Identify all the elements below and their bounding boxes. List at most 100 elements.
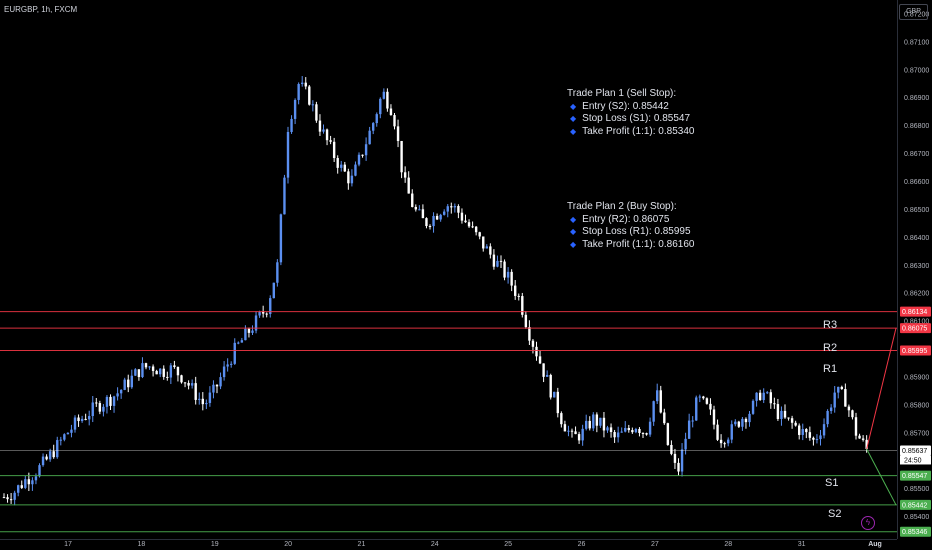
candle-body bbox=[538, 356, 542, 364]
candle-body bbox=[609, 427, 613, 433]
level-label-r3: R3 bbox=[823, 319, 838, 331]
candle-body bbox=[638, 429, 641, 433]
lightning-icon[interactable]: ϟ bbox=[861, 516, 875, 530]
candle-body bbox=[400, 140, 403, 173]
currency-button[interactable]: GBP bbox=[899, 4, 928, 20]
candle-body bbox=[283, 177, 286, 215]
candle-body bbox=[77, 417, 80, 422]
candle-body bbox=[354, 164, 357, 176]
price-tag-label: 0.85346 bbox=[902, 529, 927, 536]
projection-line bbox=[866, 328, 897, 450]
candle-body bbox=[499, 260, 503, 262]
candle-body bbox=[453, 206, 457, 208]
price-tag-label: 0.85637 bbox=[902, 448, 927, 455]
candle-body bbox=[489, 246, 492, 255]
candle-body bbox=[130, 375, 133, 388]
candle-body bbox=[137, 369, 141, 378]
y-tick-label: 0.86200 bbox=[904, 291, 929, 298]
trade-plan-1: Trade Plan 1 (Sell Stop): ◆ Entry (S2): 0… bbox=[567, 88, 694, 138]
candle-body bbox=[492, 254, 496, 267]
x-tick-label: 19 bbox=[211, 541, 219, 548]
candle-body bbox=[606, 427, 609, 431]
trade-plan-2-title: Trade Plan 2 (Buy Stop): bbox=[567, 201, 677, 212]
trade-plan-2: Trade Plan 2 (Buy Stop): ◆ Entry (R2): 0.… bbox=[567, 201, 694, 251]
candle-body bbox=[379, 98, 382, 115]
price-tag bbox=[900, 345, 931, 356]
candle-body bbox=[169, 365, 173, 378]
candle-body bbox=[91, 402, 94, 417]
price-tag bbox=[900, 499, 931, 510]
candle-body bbox=[70, 429, 73, 433]
y-tick-label: 0.87000 bbox=[904, 67, 929, 74]
candle-body bbox=[528, 327, 531, 341]
price-tag bbox=[900, 323, 931, 334]
candle-body bbox=[180, 375, 183, 383]
candle-body bbox=[773, 403, 776, 405]
candle-body bbox=[783, 410, 787, 418]
candle-body bbox=[812, 437, 815, 440]
trade-plan-2-stop-loss: ◆ Stop Loss (R1): 0.85995 bbox=[570, 226, 691, 237]
candle-body bbox=[162, 368, 165, 377]
x-tick-label: 25 bbox=[504, 541, 512, 548]
candle-body bbox=[38, 465, 41, 477]
candle-body bbox=[407, 177, 410, 194]
candle-body bbox=[343, 164, 346, 172]
candle-body bbox=[311, 104, 315, 106]
bullet-icon: ◆ bbox=[570, 114, 577, 123]
candle-body bbox=[641, 432, 645, 434]
candle-body bbox=[134, 369, 137, 376]
candle-body bbox=[663, 412, 666, 424]
candle-body bbox=[460, 212, 464, 221]
candle-body bbox=[59, 439, 62, 441]
candle-body bbox=[503, 261, 506, 278]
candle-body bbox=[691, 420, 694, 422]
candle-body bbox=[680, 449, 684, 472]
candle-body bbox=[201, 398, 204, 405]
candle-body bbox=[599, 417, 602, 426]
candle-body bbox=[45, 456, 48, 460]
candle-body bbox=[435, 215, 439, 220]
candle-body bbox=[205, 402, 208, 405]
level-label-r1: R1 bbox=[823, 363, 838, 375]
candle-body bbox=[769, 392, 772, 404]
candle-body bbox=[673, 453, 677, 463]
candle-body bbox=[652, 401, 655, 422]
candle-body bbox=[265, 313, 268, 315]
y-tick-label: 0.86800 bbox=[904, 123, 929, 130]
candle-body bbox=[222, 366, 226, 378]
candle-body bbox=[553, 391, 556, 398]
bullet-icon: ◆ bbox=[570, 214, 577, 224]
bullet-icon: ◆ bbox=[570, 126, 577, 136]
candle-body bbox=[41, 456, 45, 466]
candle-body bbox=[155, 370, 158, 375]
candle-body bbox=[574, 431, 577, 435]
candle-body bbox=[634, 429, 638, 433]
price-tag-label: 0.85995 bbox=[902, 348, 927, 355]
candle-body bbox=[833, 392, 836, 408]
candle-body bbox=[80, 418, 84, 422]
candle-body bbox=[141, 363, 144, 378]
candle-body bbox=[212, 384, 215, 393]
candle-body bbox=[48, 451, 52, 460]
candle-body bbox=[563, 424, 567, 432]
candle-body bbox=[6, 497, 9, 500]
candle-body bbox=[776, 404, 780, 419]
candle-body bbox=[386, 91, 389, 109]
candle-body bbox=[215, 384, 219, 387]
candle-body bbox=[627, 428, 630, 431]
candle-body bbox=[52, 451, 55, 458]
candle-body bbox=[425, 218, 428, 227]
candle-body bbox=[727, 439, 730, 444]
countdown-label: 24:50 bbox=[904, 457, 922, 464]
x-tick-label: Aug bbox=[868, 541, 882, 548]
candle-body bbox=[109, 396, 112, 406]
candle-body bbox=[279, 214, 283, 263]
trade-plan-2-take-profit: ◆ Take Profit (1:1): 0.86160 bbox=[570, 238, 695, 250]
candle-body bbox=[819, 435, 822, 440]
candle-body bbox=[737, 421, 741, 427]
price-tag-label: 0.85442 bbox=[902, 502, 927, 509]
projection-line bbox=[866, 448, 897, 506]
candle-body bbox=[432, 215, 435, 227]
y-tick-label: 0.85400 bbox=[904, 514, 929, 521]
